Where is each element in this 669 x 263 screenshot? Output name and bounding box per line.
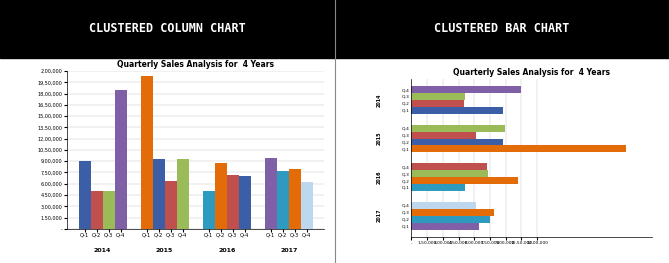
Bar: [411, 184, 465, 191]
Bar: [334, 0, 669, 58]
Bar: [153, 159, 165, 229]
Bar: [411, 216, 490, 222]
Text: 2015: 2015: [156, 248, 173, 253]
Bar: [90, 191, 102, 229]
Bar: [102, 191, 114, 229]
Title: Quarterly Sales Analysis for  4 Years: Quarterly Sales Analysis for 4 Years: [117, 60, 274, 69]
Bar: [265, 158, 277, 229]
Bar: [411, 100, 464, 107]
Bar: [411, 170, 488, 177]
Title: Quarterly Sales Analysis for  4 Years: Quarterly Sales Analysis for 4 Years: [454, 68, 610, 77]
Text: 2017: 2017: [280, 248, 298, 253]
Bar: [411, 125, 504, 132]
Bar: [239, 176, 251, 229]
Bar: [411, 93, 465, 100]
Bar: [203, 191, 215, 229]
Bar: [301, 182, 312, 229]
Bar: [411, 177, 518, 184]
Bar: [411, 222, 480, 230]
Bar: [227, 175, 239, 229]
Bar: [411, 202, 476, 209]
Bar: [277, 171, 289, 229]
Bar: [0, 0, 334, 58]
Text: CLUSTERED COLUMN CHART: CLUSTERED COLUMN CHART: [89, 22, 246, 36]
Bar: [177, 159, 189, 229]
Text: 2014: 2014: [377, 93, 381, 107]
Text: 2015: 2015: [377, 132, 381, 145]
Bar: [411, 209, 494, 216]
Bar: [411, 132, 476, 139]
Bar: [114, 90, 126, 229]
Text: 2014: 2014: [94, 248, 111, 253]
Text: 2016: 2016: [377, 170, 381, 184]
Bar: [289, 169, 301, 229]
Bar: [215, 163, 227, 229]
Bar: [411, 145, 626, 152]
Bar: [411, 139, 502, 145]
Bar: [140, 76, 153, 229]
Text: 2017: 2017: [377, 209, 381, 222]
Bar: [79, 161, 90, 229]
Text: CLUSTERED BAR CHART: CLUSTERED BAR CHART: [434, 22, 569, 36]
Bar: [411, 163, 487, 170]
Bar: [411, 86, 521, 93]
Bar: [165, 181, 177, 229]
Text: 2016: 2016: [218, 248, 235, 253]
Bar: [411, 107, 502, 114]
